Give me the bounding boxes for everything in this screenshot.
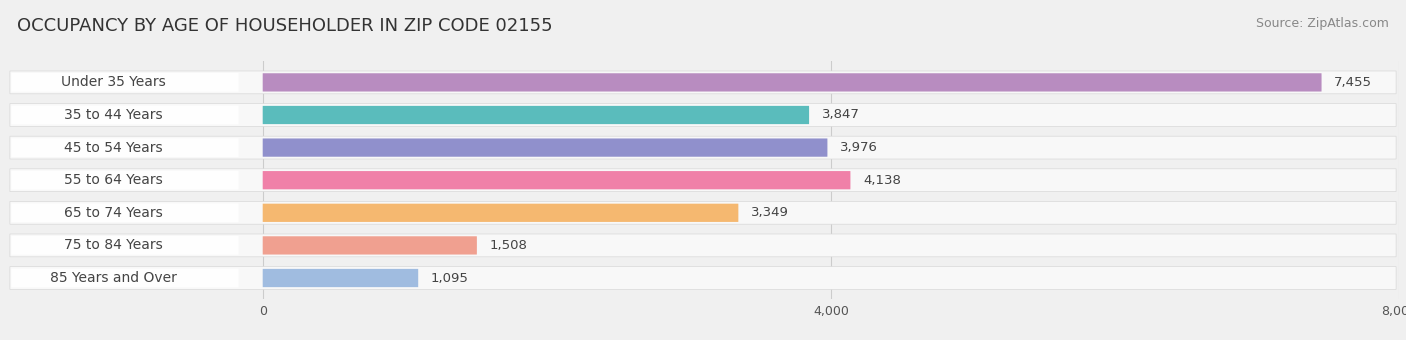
Text: Source: ZipAtlas.com: Source: ZipAtlas.com	[1256, 17, 1389, 30]
FancyBboxPatch shape	[11, 171, 239, 190]
Text: 3,349: 3,349	[751, 206, 789, 219]
FancyBboxPatch shape	[263, 269, 418, 287]
FancyBboxPatch shape	[263, 138, 827, 157]
FancyBboxPatch shape	[10, 71, 1396, 94]
FancyBboxPatch shape	[263, 236, 477, 255]
FancyBboxPatch shape	[11, 269, 239, 287]
FancyBboxPatch shape	[11, 236, 239, 255]
Text: 4,138: 4,138	[863, 174, 901, 187]
FancyBboxPatch shape	[11, 203, 239, 222]
Text: 65 to 74 Years: 65 to 74 Years	[65, 206, 163, 220]
FancyBboxPatch shape	[11, 73, 239, 92]
Text: 55 to 64 Years: 55 to 64 Years	[65, 173, 163, 187]
FancyBboxPatch shape	[11, 106, 239, 124]
Text: 1,095: 1,095	[432, 272, 468, 285]
FancyBboxPatch shape	[263, 171, 851, 189]
FancyBboxPatch shape	[11, 138, 239, 157]
Text: 1,508: 1,508	[489, 239, 527, 252]
FancyBboxPatch shape	[263, 73, 1322, 91]
Text: 45 to 54 Years: 45 to 54 Years	[65, 141, 163, 155]
Text: 85 Years and Over: 85 Years and Over	[51, 271, 177, 285]
Text: Under 35 Years: Under 35 Years	[62, 75, 166, 89]
FancyBboxPatch shape	[10, 169, 1396, 192]
FancyBboxPatch shape	[10, 136, 1396, 159]
Text: 7,455: 7,455	[1334, 76, 1372, 89]
Text: 35 to 44 Years: 35 to 44 Years	[65, 108, 163, 122]
FancyBboxPatch shape	[10, 267, 1396, 289]
FancyBboxPatch shape	[263, 106, 808, 124]
Text: 75 to 84 Years: 75 to 84 Years	[65, 238, 163, 252]
FancyBboxPatch shape	[10, 104, 1396, 126]
FancyBboxPatch shape	[263, 204, 738, 222]
FancyBboxPatch shape	[10, 234, 1396, 257]
Text: 3,976: 3,976	[841, 141, 879, 154]
Text: 3,847: 3,847	[823, 108, 859, 121]
Text: OCCUPANCY BY AGE OF HOUSEHOLDER IN ZIP CODE 02155: OCCUPANCY BY AGE OF HOUSEHOLDER IN ZIP C…	[17, 17, 553, 35]
FancyBboxPatch shape	[10, 201, 1396, 224]
